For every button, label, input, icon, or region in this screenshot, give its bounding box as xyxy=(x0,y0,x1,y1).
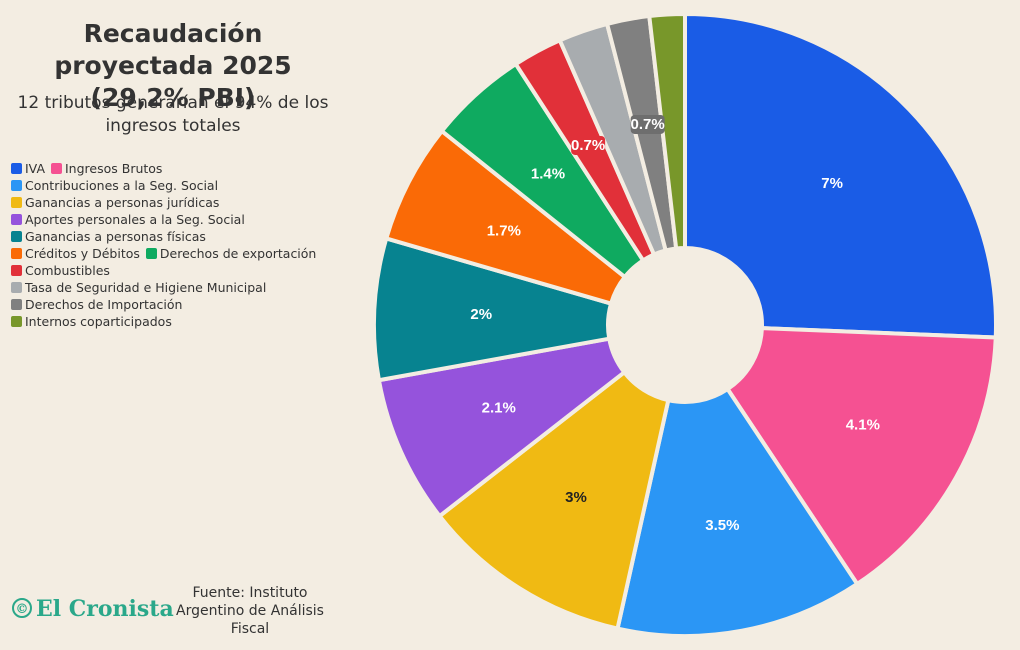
legend-label: Ingresos Brutos xyxy=(65,161,163,176)
chart-title: Recaudación proyectada 2025 (29,2% PBI) xyxy=(54,19,292,112)
donut-slice[interactable] xyxy=(683,12,998,340)
slice-value-label: 2% xyxy=(470,306,492,323)
legend-swatch xyxy=(11,299,22,310)
legend-row: Internos coparticipados xyxy=(11,313,341,330)
legend-swatch xyxy=(11,265,22,276)
legend-label: Derechos de exportación xyxy=(159,246,317,261)
chart-legend: IVA Ingresos Brutos Contribuciones a la Se… xyxy=(11,160,341,330)
donut-labels: 7% 4.1% 3.5% 3% 2.1% 2% 1.7% 1.4% 0.7% 0.7% xyxy=(470,114,880,534)
legend-item[interactable]: Derechos de exportación xyxy=(145,245,317,262)
donut-slice[interactable] xyxy=(725,326,998,586)
legend-item[interactable]: Ganancias a personas físicas xyxy=(11,228,206,245)
slice-value-label: 0.7% xyxy=(571,137,605,154)
legend-swatch xyxy=(11,197,22,208)
brand-logo[interactable]: © El Cronista xyxy=(12,596,174,622)
legend-swatch xyxy=(11,316,22,327)
legend-row: Derechos de Importación xyxy=(11,296,341,313)
slice-value-label: 1.7% xyxy=(487,223,521,240)
legend-swatch xyxy=(11,248,22,259)
legend-row: Créditos y Débitos Derechos de exportació… xyxy=(11,245,341,262)
legend-label: Ganancias a personas físicas xyxy=(25,229,206,244)
legend-row: IVA Ingresos Brutos xyxy=(11,160,341,177)
legend-item[interactable]: Derechos de Importación xyxy=(11,296,182,313)
legend-row: Ganancias a personas físicas xyxy=(11,228,341,245)
legend-row: Contribuciones a la Seg. Social xyxy=(11,177,341,194)
legend-swatch xyxy=(11,282,22,293)
legend-label: Ganancias a personas jurídicas xyxy=(25,195,220,210)
legend-swatch xyxy=(11,163,22,174)
source-note: Fuente: Instituto Argentino de Análisis … xyxy=(176,585,324,637)
slice-value-label: 3% xyxy=(565,489,587,506)
copyright-icon: © xyxy=(12,598,32,618)
legend-swatch xyxy=(51,163,62,174)
chart-subtitle: 12 tributos generarían el 94% de los ing… xyxy=(17,93,329,136)
legend-item[interactable]: Combustibles xyxy=(11,262,110,279)
legend-item[interactable]: Créditos y Débitos xyxy=(11,245,140,262)
legend-label: Internos coparticipados xyxy=(25,314,172,329)
slice-value-label: 1.4% xyxy=(531,165,565,182)
donut-slice[interactable] xyxy=(376,336,627,519)
slice-value-label: 4.1% xyxy=(846,416,880,433)
slice-value-label: 0.7% xyxy=(631,116,665,133)
legend-item[interactable]: Ganancias a personas jurídicas xyxy=(11,194,219,211)
legend-label: Combustibles xyxy=(25,263,110,278)
donut-slices xyxy=(372,12,998,638)
legend-label: Aportes personales a la Seg. Social xyxy=(25,212,245,227)
legend-item[interactable]: Contribuciones a la Seg. Social xyxy=(11,177,218,194)
slice-label-background xyxy=(630,114,665,134)
legend-row: Combustibles xyxy=(11,262,341,279)
legend-item[interactable]: IVA xyxy=(11,160,45,177)
legend-item[interactable]: Tasa de Seguridad e Higiene Municipal xyxy=(11,279,266,296)
legend-item[interactable]: Internos coparticipados xyxy=(11,313,172,330)
legend-label: Tasa de Seguridad e Higiene Municipal xyxy=(25,280,267,295)
slice-label-background xyxy=(571,135,606,155)
slice-value-label: 3.5% xyxy=(705,517,739,534)
legend-swatch xyxy=(11,180,22,191)
brand-name: El Cronista xyxy=(36,596,174,622)
donut-slice[interactable] xyxy=(647,12,687,251)
legend-item[interactable]: Ingresos Brutos xyxy=(51,160,162,177)
legend-item[interactable]: Aportes personales a la Seg. Social xyxy=(11,211,245,228)
legend-row: Tasa de Seguridad e Higiene Municipal xyxy=(11,279,341,296)
donut-slice[interactable] xyxy=(615,387,860,638)
slice-value-label: 2.1% xyxy=(482,400,516,417)
legend-label: Créditos y Débitos xyxy=(25,246,140,261)
slice-value-label: 7% xyxy=(821,175,843,192)
legend-label: Contribuciones a la Seg. Social xyxy=(25,178,219,193)
legend-swatch xyxy=(11,231,22,242)
donut-slice[interactable] xyxy=(372,236,614,383)
legend-label: Derechos de Importación xyxy=(25,297,183,312)
legend-swatch xyxy=(11,214,22,225)
legend-row: Aportes personales a la Seg. Social xyxy=(11,211,341,228)
donut-slice[interactable] xyxy=(437,370,671,631)
legend-swatch xyxy=(145,248,157,259)
legend-row: Ganancias a personas jurídicas xyxy=(11,194,341,211)
legend-label: IVA xyxy=(25,161,45,176)
